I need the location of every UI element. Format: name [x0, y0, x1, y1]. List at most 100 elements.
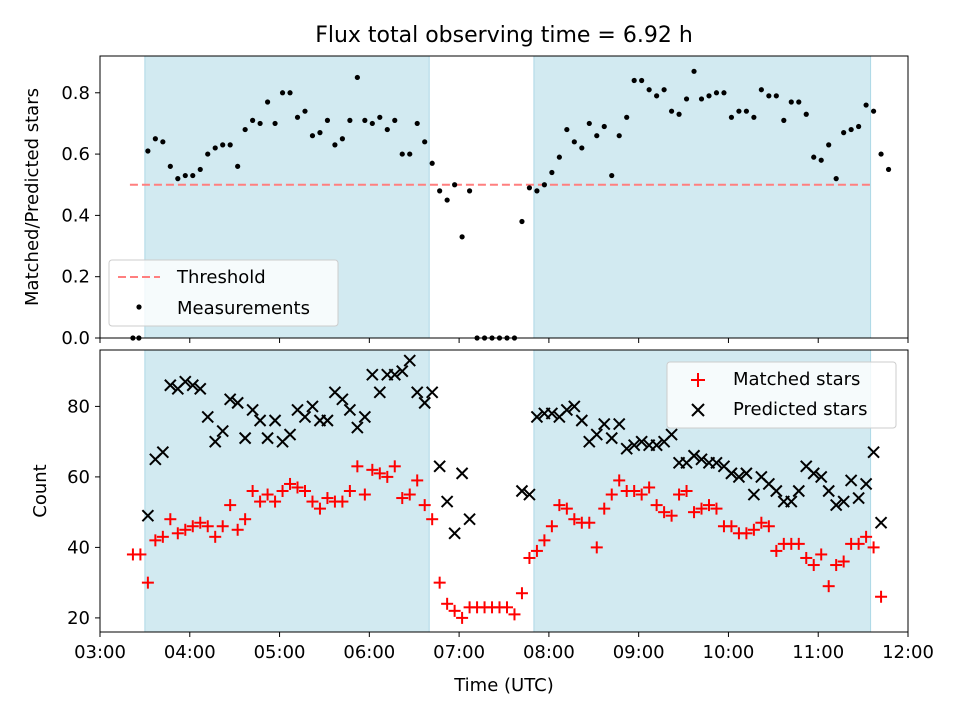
y-tick-label: 0.2 — [61, 267, 90, 288]
measurement-point — [848, 126, 854, 133]
y-tick-label: 0.0 — [61, 328, 90, 349]
matched-star-point — [261, 488, 274, 501]
matched-star-point — [411, 474, 424, 487]
predicted-star-point — [156, 446, 170, 459]
predicted-star-point — [837, 495, 850, 508]
measurement-point — [676, 111, 682, 117]
measurement-point — [818, 157, 824, 163]
matched-legend-swatch — [691, 373, 705, 387]
measurement-point — [796, 99, 802, 105]
threshold-legend-label: Threshold — [176, 267, 266, 288]
measurement-point — [459, 234, 465, 240]
matched-star-point — [171, 527, 184, 540]
measurement-point — [751, 114, 757, 120]
predicted-star-point — [216, 424, 229, 438]
matched-star-point — [688, 506, 701, 519]
measurement-point — [519, 218, 525, 225]
matched-star-point — [433, 576, 446, 589]
predicted-star-point — [822, 484, 835, 498]
predicted-legend-label: Predicted stars — [733, 399, 867, 420]
predicted-star-point — [732, 470, 746, 484]
matched-star-point — [298, 485, 311, 497]
predicted-star-point — [238, 431, 252, 445]
matched-star-point — [254, 495, 267, 508]
predicted-star-point — [268, 414, 282, 427]
matched-star-point — [815, 548, 828, 561]
matched-star-point — [366, 463, 379, 476]
predicted-stars-points — [141, 354, 888, 540]
predicted-star-point — [665, 428, 678, 441]
predicted-star-point — [246, 403, 259, 417]
measurement-point — [437, 188, 443, 194]
matched-star-point — [224, 499, 237, 512]
measurement-point — [571, 139, 577, 145]
measurement-point — [369, 120, 375, 127]
measurement-point — [399, 151, 405, 157]
measurement-point — [773, 93, 779, 99]
measurement-point — [212, 145, 218, 151]
top-y-axis-ticks: 0.0 0.2 0.4 0.6 0.8 — [61, 83, 100, 349]
top-axes-frame — [99, 55, 909, 339]
matched-star-point — [770, 544, 783, 557]
predicted-star-point — [829, 498, 843, 512]
measurement-point — [264, 99, 271, 105]
y-tick-label: 60 — [67, 467, 90, 488]
measurement-point — [145, 148, 151, 154]
predicted-star-point — [351, 421, 364, 434]
measurement-point — [242, 126, 248, 133]
matched-legend-label: Matched stars — [733, 369, 860, 390]
predicted-star-point — [613, 417, 626, 431]
measurement-point — [698, 96, 705, 102]
matched-star-point — [598, 502, 611, 515]
matched-star-point — [269, 495, 282, 508]
predicted-star-point — [650, 438, 663, 452]
matched-star-point — [792, 537, 805, 550]
x-tick-label: 09:00 — [613, 642, 665, 663]
matched-star-point — [209, 530, 222, 543]
measurement-point — [272, 120, 278, 127]
matched-star-point — [403, 488, 416, 501]
predicted-star-point — [411, 386, 424, 399]
top-panel: 0.00.20.40.60.8 Matched/Predicted stars … — [22, 55, 909, 349]
predicted-star-point — [366, 368, 379, 381]
predicted-star-point — [194, 382, 207, 395]
matched-star-point — [807, 559, 820, 572]
predicted-star-point — [201, 410, 214, 424]
matched-star-point — [747, 523, 760, 536]
measurement-point — [354, 74, 360, 81]
predicted-star-point — [231, 396, 244, 410]
predicted-star-point — [568, 400, 581, 413]
measurement-point — [422, 139, 428, 145]
predicted-star-point — [859, 477, 873, 491]
predicted-star-point — [283, 428, 297, 441]
measurement-point — [594, 133, 600, 139]
matched-stars-points — [126, 460, 888, 624]
matched-star-point — [313, 502, 326, 515]
measurement-point — [534, 188, 540, 194]
predicted-star-point — [164, 379, 177, 392]
predicted-star-point — [321, 414, 334, 427]
predicted-star-point — [298, 410, 312, 424]
matched-star-point — [875, 590, 888, 603]
predicted-star-point — [223, 393, 237, 406]
predicted-star-point — [463, 512, 476, 526]
measurement-point — [601, 123, 607, 130]
matched-star-point — [867, 541, 880, 554]
measurement-point — [803, 111, 809, 117]
predicted-star-point — [560, 403, 574, 417]
measurement-point — [668, 108, 675, 114]
predicted-star-point — [747, 488, 761, 501]
measurement-point — [362, 117, 368, 123]
measurement-point — [736, 108, 742, 114]
matched-star-point — [246, 485, 259, 497]
measurement-point — [706, 93, 712, 99]
matched-star-point — [665, 509, 678, 522]
measurement-point — [564, 126, 570, 133]
measurement-point — [317, 130, 323, 136]
predicted-star-point — [687, 449, 701, 462]
predicted-star-point — [740, 467, 753, 480]
measurement-point — [279, 90, 286, 96]
predicted-star-point — [620, 442, 633, 455]
top-legend: Threshold Measurements — [108, 259, 339, 327]
